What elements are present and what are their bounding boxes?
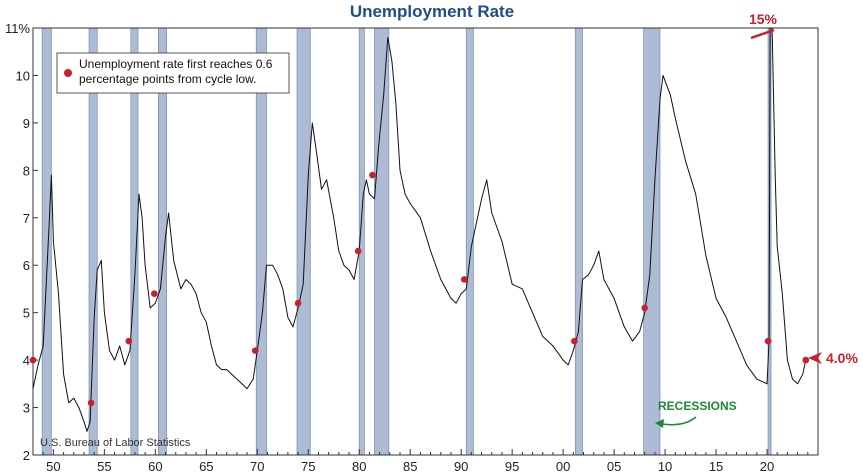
recessions-arrow-icon — [661, 416, 697, 426]
x-tick-label: 00 — [556, 459, 570, 474]
latest-arrow-icon — [808, 352, 822, 364]
y-tick-label: 7 — [23, 211, 30, 226]
cycle-low-marker — [354, 247, 362, 255]
x-tick-label: 05 — [607, 459, 621, 474]
y-tick-label: 8 — [23, 163, 30, 178]
legend: Unemployment rate first reaches 0.6 perc… — [56, 52, 290, 94]
y-tick-label: 2 — [23, 448, 30, 463]
x-tick-label: 85 — [403, 459, 417, 474]
x-tick-label: 50 — [46, 459, 60, 474]
x-tick-label: 70 — [250, 459, 264, 474]
cycle-low-marker — [125, 337, 133, 345]
legend-text: Unemployment rate first reaches 0.6 perc… — [79, 57, 276, 86]
x-tick-label: 95 — [505, 459, 519, 474]
recession-band — [296, 27, 311, 456]
legend-text-line-2: percentage points from cycle low. — [79, 72, 256, 86]
series-line — [32, 27, 807, 432]
cycle-low-marker — [764, 337, 772, 345]
cycle-low-marker — [802, 356, 810, 364]
x-tick-label: 15 — [709, 459, 723, 474]
recession-band — [574, 27, 583, 456]
cycle-low-marker — [151, 290, 158, 297]
series-line-layer — [32, 27, 807, 432]
peak-break-mark — [750, 28, 775, 40]
peak-label: 15% — [749, 11, 778, 27]
legend-box — [56, 52, 290, 94]
cycle-low-marker — [251, 347, 259, 354]
y-tick-label: 4 — [23, 353, 30, 368]
x-tick-label: 60 — [148, 459, 162, 474]
cycle-low-marker — [294, 299, 302, 307]
cycle-low-marker — [641, 304, 648, 312]
y-tick-label: 3 — [23, 401, 30, 416]
cycle-low-marker — [369, 171, 376, 179]
cycle-low-marker — [460, 276, 468, 283]
cycle-markers — [29, 171, 810, 407]
cycle-low-marker — [571, 337, 578, 345]
recession-band — [374, 27, 390, 456]
latest-label: 4.0% — [826, 350, 858, 366]
x-tick-label: 75 — [301, 459, 315, 474]
y-tick-label: 11% — [5, 21, 30, 36]
cycle-low-marker — [29, 356, 37, 364]
x-tick-label: 20 — [760, 459, 774, 474]
x-tick-label: 10 — [658, 459, 672, 474]
source-note: U.S. Bureau of Labor Statistics — [40, 437, 191, 449]
recessions-arrowhead — [655, 419, 664, 428]
y-tick-label: 10 — [16, 68, 30, 83]
y-tick-label: 9 — [23, 116, 30, 131]
recessions-label: RECESSIONS — [658, 399, 737, 413]
legend-text-line-1: Unemployment rate first reaches 0.6 — [79, 57, 273, 71]
y-tick-label: 6 — [23, 258, 30, 273]
legend-marker — [64, 69, 72, 77]
recession-band — [41, 27, 52, 456]
y-tick-label: 5 — [23, 306, 30, 321]
x-tick-label: 65 — [199, 459, 213, 474]
x-tick-label: 55 — [97, 459, 111, 474]
x-tick-label: 80 — [352, 459, 366, 474]
chart-title: Unemployment Rate — [350, 2, 514, 21]
plot-frame — [32, 27, 819, 456]
x-tick-label: 90 — [454, 459, 468, 474]
cycle-low-marker — [87, 399, 95, 407]
